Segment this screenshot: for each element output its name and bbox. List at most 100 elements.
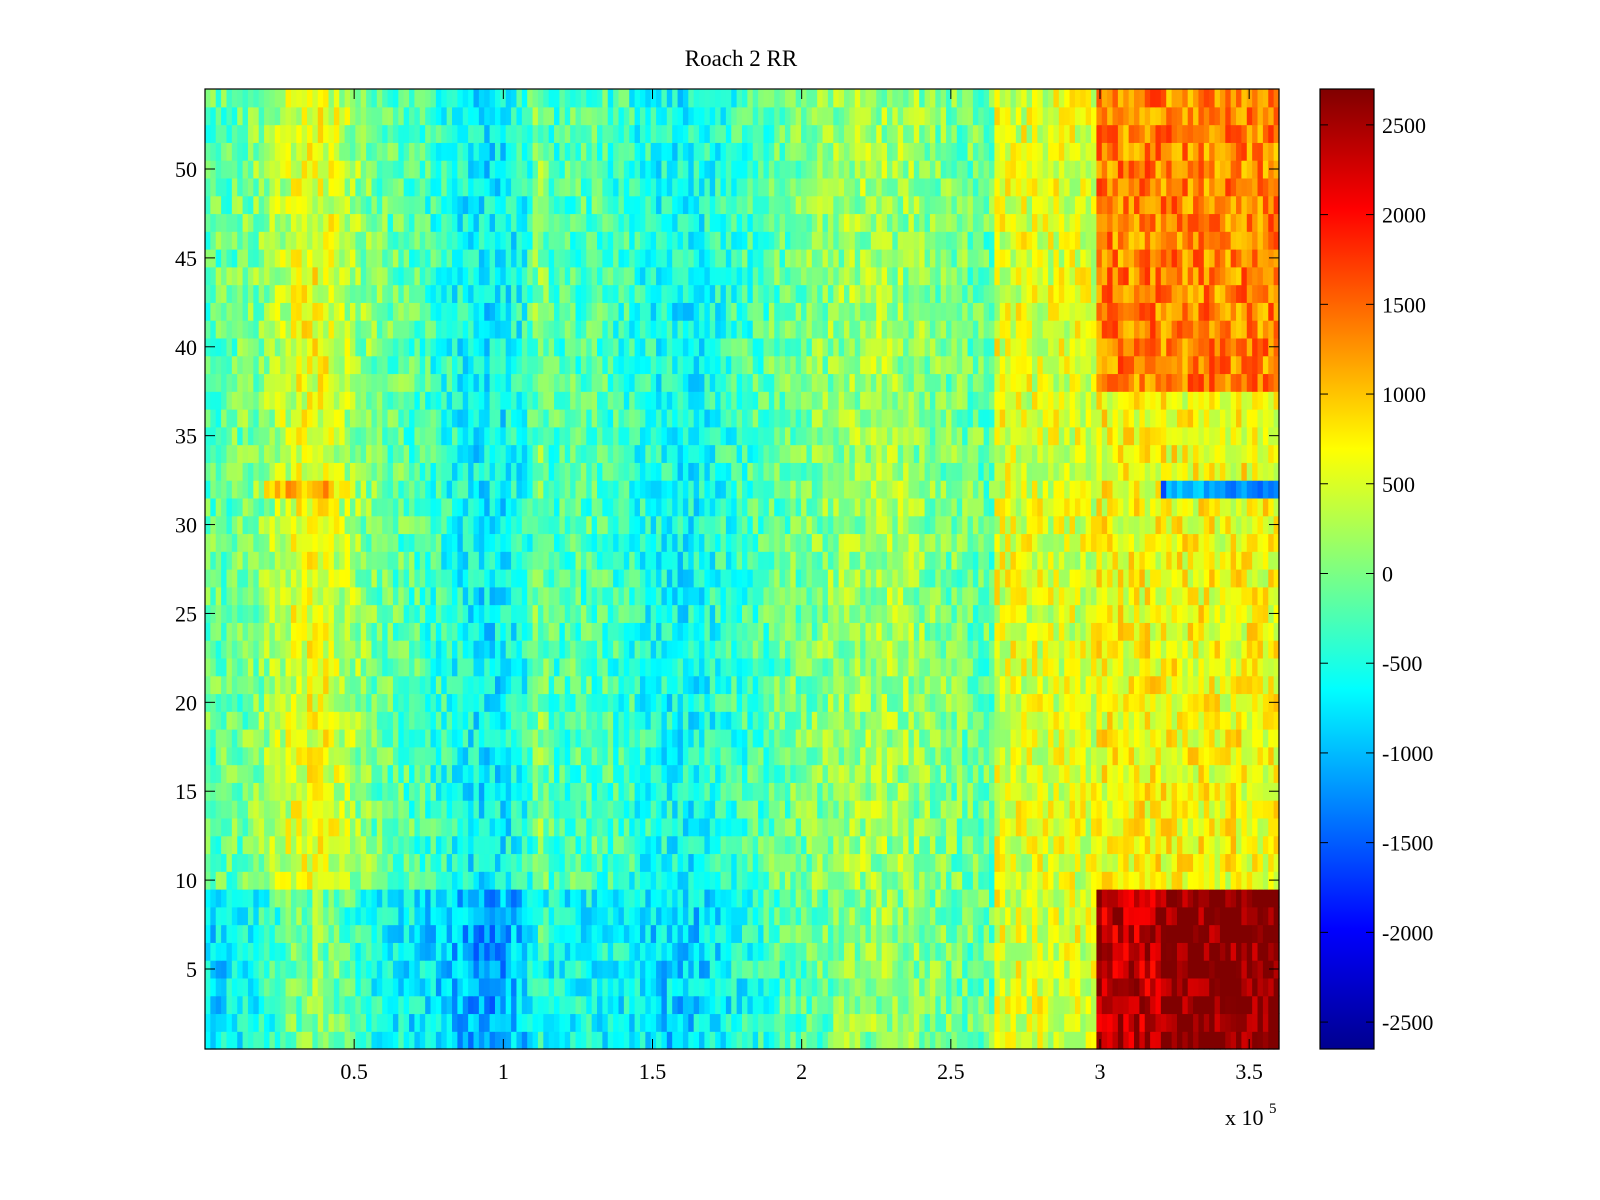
heatmap-cell <box>516 1013 523 1032</box>
heatmap-cell <box>784 622 791 641</box>
heatmap-cell <box>790 746 797 766</box>
heatmap-cell <box>494 906 501 926</box>
heatmap-cell <box>967 729 974 748</box>
heatmap-cell <box>392 977 399 997</box>
heatmap-cell <box>956 977 963 997</box>
heatmap-cell <box>1085 640 1092 659</box>
heatmap-cell <box>226 657 233 677</box>
heatmap-cell <box>693 1031 700 1050</box>
heatmap-cell <box>221 693 228 712</box>
heatmap-cell <box>929 657 936 677</box>
heatmap-cell <box>795 764 802 783</box>
heatmap-cell <box>1193 889 1200 908</box>
heatmap-cell <box>833 995 840 1015</box>
heatmap-cell <box>221 1013 228 1032</box>
heatmap-cell <box>489 657 496 677</box>
heatmap-cell <box>473 711 480 730</box>
heatmap-cell <box>661 871 668 890</box>
heatmap-cell <box>672 977 679 997</box>
heatmap-cell <box>441 871 448 890</box>
heatmap-cell <box>301 889 308 908</box>
heatmap-cell <box>650 675 657 695</box>
heatmap-cell <box>629 871 636 890</box>
heatmap-cell <box>908 640 915 659</box>
heatmap-cell <box>1112 853 1119 872</box>
heatmap-cell <box>784 942 791 961</box>
heatmap-cell <box>516 960 523 979</box>
heatmap-cell <box>978 729 985 748</box>
heatmap-cell <box>543 729 550 748</box>
heatmap-cell <box>1021 960 1028 979</box>
heatmap-cell <box>1182 622 1189 641</box>
heatmap-cell <box>554 871 561 890</box>
heatmap-cell <box>532 995 539 1015</box>
heatmap-cell <box>333 853 340 872</box>
heatmap-cell <box>774 604 781 623</box>
heatmap-cell <box>999 906 1006 926</box>
heatmap-cell <box>253 622 260 641</box>
heatmap-cell <box>720 835 727 855</box>
heatmap-cell <box>854 640 861 659</box>
heatmap-cell <box>801 960 808 979</box>
heatmap-cell <box>1214 711 1221 730</box>
heatmap-cell <box>677 977 684 997</box>
heatmap-cell <box>956 1031 963 1050</box>
heatmap-cell <box>725 835 732 855</box>
heatmap-cell <box>360 746 367 766</box>
heatmap-cell <box>468 1031 475 1050</box>
heatmap-cell <box>779 1031 786 1050</box>
heatmap-cell <box>489 675 496 695</box>
heatmap-cell <box>978 1013 985 1032</box>
heatmap-cell <box>494 995 501 1015</box>
heatmap-cell <box>349 604 356 623</box>
heatmap-cell <box>290 817 297 837</box>
heatmap-cell <box>854 924 861 943</box>
heatmap-cell <box>323 977 330 997</box>
heatmap-cell <box>435 871 442 890</box>
heatmap-cell <box>758 693 765 712</box>
heatmap-cell <box>366 817 373 837</box>
heatmap-cell <box>360 640 367 659</box>
heatmap-cell <box>290 675 297 695</box>
heatmap-cell <box>935 817 942 837</box>
heatmap-cell <box>237 906 244 926</box>
heatmap-cell <box>597 889 603 908</box>
heatmap-cell <box>521 746 528 766</box>
heatmap-cell <box>758 711 765 730</box>
heatmap-cell <box>446 693 453 712</box>
heatmap-cell <box>462 835 469 855</box>
heatmap-cell <box>226 942 233 961</box>
heatmap-cell <box>505 906 512 926</box>
heatmap-cell <box>1139 622 1146 641</box>
heatmap-cell <box>715 835 722 855</box>
heatmap-cell <box>1112 977 1119 997</box>
heatmap-cell <box>704 675 711 695</box>
heatmap-cell <box>489 871 496 890</box>
heatmap-cell <box>994 906 1001 926</box>
heatmap-cell <box>323 817 330 837</box>
heatmap-cell <box>1203 711 1210 730</box>
heatmap-cell <box>505 711 512 730</box>
heatmap-cell <box>280 622 287 641</box>
heatmap-cell <box>666 1031 673 1050</box>
heatmap-cell <box>623 995 630 1015</box>
heatmap-cell <box>301 1013 308 1032</box>
heatmap-cell <box>543 657 550 677</box>
heatmap-cell <box>1139 835 1146 855</box>
heatmap-cell <box>886 764 893 783</box>
heatmap-cell <box>1010 960 1017 979</box>
heatmap-cell <box>1058 942 1065 961</box>
heatmap-cell <box>886 889 893 908</box>
heatmap-cell <box>1198 889 1205 908</box>
heatmap-cell <box>736 711 743 730</box>
heatmap-cell <box>870 800 877 819</box>
heatmap-cell <box>511 942 518 961</box>
heatmap-cell <box>1015 640 1022 659</box>
heatmap-cell <box>639 746 646 766</box>
heatmap-cell <box>1252 1031 1259 1050</box>
heatmap-cell <box>1074 729 1081 748</box>
heatmap-cell <box>371 871 378 890</box>
heatmap-cell <box>650 889 657 908</box>
heatmap-cell <box>956 622 963 641</box>
heatmap-cell <box>656 746 663 766</box>
